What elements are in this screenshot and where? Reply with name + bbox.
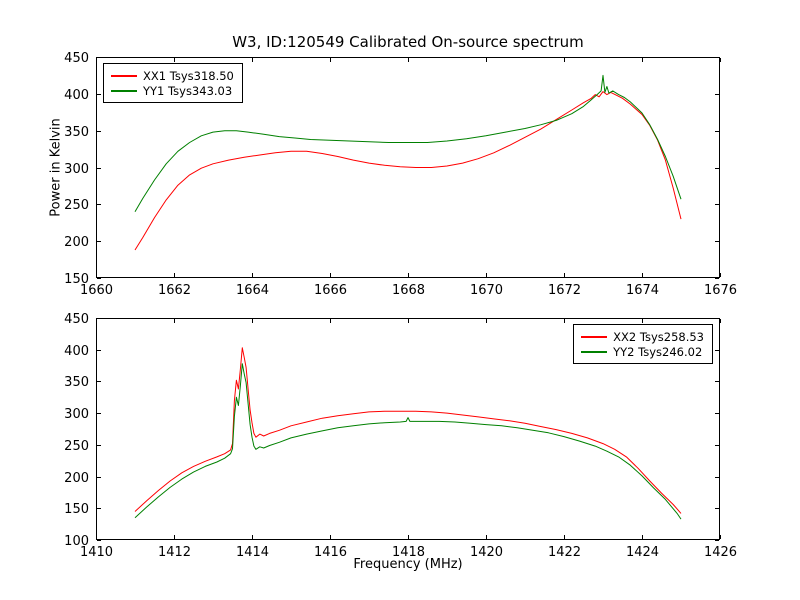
y-tick-label: 200 xyxy=(64,235,89,250)
y-tick-label: 150 xyxy=(64,502,89,517)
x-tick-label: 1674 xyxy=(626,283,659,298)
y-tick-label: 200 xyxy=(64,471,89,486)
y-tick-label: 250 xyxy=(64,439,89,454)
top-subplot-canvas: 1660 1662 1664 1666 1668 1670 1672 1674 1676 150 2… xyxy=(64,51,737,298)
y-tick-label: 300 xyxy=(64,162,89,177)
x-tick-label: 1422 xyxy=(548,545,581,560)
y-tick-label: 350 xyxy=(64,375,89,390)
series-line-xx1 xyxy=(134,91,682,251)
y-tick-label: 150 xyxy=(64,272,89,287)
y-tick-label: 400 xyxy=(64,88,89,103)
x-tick-label: 1424 xyxy=(626,545,659,560)
axes-border xyxy=(96,318,720,540)
top-legend: XX1 Tsys318.50 YY1 Tsys343.03 xyxy=(103,63,243,103)
legend-item-xx2: XX2 Tsys258.53 xyxy=(581,329,704,344)
x-tick-label: 1410 xyxy=(80,545,113,560)
legend-item-xx1: XX1 Tsys318.50 xyxy=(111,68,234,83)
series-line-xx2 xyxy=(134,347,682,514)
y-tick-label: 100 xyxy=(64,534,89,549)
legend-label-xx2: XX2 Tsys258.53 xyxy=(613,329,704,344)
xx2-line-sample-icon xyxy=(581,335,608,338)
x-tick-label: 1660 xyxy=(80,283,113,298)
bottom-subplot: 1410 1412 1414 1416 1418 1420 1422 1424 1426 100 1… xyxy=(64,312,737,560)
x-tick-label: 1672 xyxy=(548,283,581,298)
legend-label-yy2: YY2 Tsys246.02 xyxy=(613,344,703,359)
y-tick-label: 300 xyxy=(64,407,89,422)
y-tick-label: 400 xyxy=(64,344,89,359)
legend-label-xx1: XX1 Tsys318.50 xyxy=(143,68,234,83)
legend-item-yy2: YY2 Tsys246.02 xyxy=(581,344,704,359)
y-tick-label: 350 xyxy=(64,125,89,140)
x-tick-label: 1662 xyxy=(158,283,191,298)
y-tick-label: 450 xyxy=(64,51,89,66)
axes-border xyxy=(96,57,720,278)
y-axis-label: Power in Kelvin xyxy=(48,118,64,217)
y-tick-label: 450 xyxy=(64,312,89,327)
series-line-yy2 xyxy=(134,363,682,520)
x-axis-label: Frequency (MHz) xyxy=(353,557,463,572)
x-tick-label: 1676 xyxy=(704,283,737,298)
x-tick-label: 1670 xyxy=(470,283,503,298)
top-subplot: 1660 1662 1664 1666 1668 1670 1672 1674 1676 150 2… xyxy=(64,51,737,298)
bottom-legend: XX2 Tsys258.53 YY2 Tsys246.02 xyxy=(573,324,713,364)
xx1-line-sample-icon xyxy=(111,74,137,77)
figure-title: W3, ID:120549 Calibrated On-source spect… xyxy=(232,33,584,51)
y-tick-label: 250 xyxy=(64,198,89,213)
x-tick-label: 1418 xyxy=(392,545,425,560)
x-tick-label: 1668 xyxy=(392,283,425,298)
yy2-line-sample-icon xyxy=(581,350,608,353)
series-line-yy1 xyxy=(134,74,682,212)
x-tick-label: 1414 xyxy=(236,545,269,560)
x-tick-label: 1666 xyxy=(314,283,347,298)
x-tick-label: 1416 xyxy=(314,545,347,560)
x-tick-label: 1412 xyxy=(158,545,191,560)
bottom-subplot-canvas: 1410 1412 1414 1416 1418 1420 1422 1424 1426 100 1… xyxy=(64,312,737,560)
x-tick-label: 1420 xyxy=(470,545,503,560)
yy1-line-sample-icon xyxy=(111,89,137,92)
legend-label-yy1: YY1 Tsys343.03 xyxy=(143,83,233,98)
x-tick-label: 1664 xyxy=(236,283,269,298)
x-tick-label: 1426 xyxy=(704,545,737,560)
legend-item-yy1: YY1 Tsys343.03 xyxy=(111,83,234,98)
